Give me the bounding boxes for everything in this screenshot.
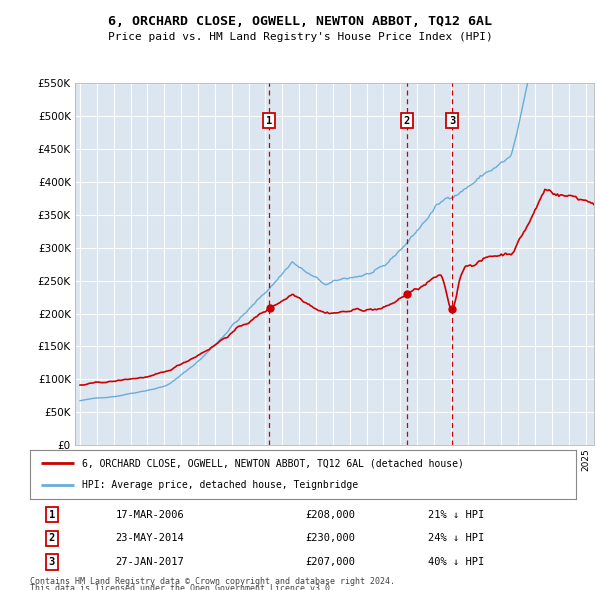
Text: 3: 3 [449,116,455,126]
Text: 2: 2 [49,533,55,543]
Text: 27-JAN-2017: 27-JAN-2017 [116,557,184,567]
Text: 23-MAY-2014: 23-MAY-2014 [116,533,184,543]
Text: Price paid vs. HM Land Registry's House Price Index (HPI): Price paid vs. HM Land Registry's House … [107,32,493,42]
Text: 3: 3 [49,557,55,567]
Text: 24% ↓ HPI: 24% ↓ HPI [428,533,484,543]
Text: 1: 1 [49,510,55,520]
Text: £208,000: £208,000 [305,510,355,520]
Text: 6, ORCHARD CLOSE, OGWELL, NEWTON ABBOT, TQ12 6AL (detached house): 6, ORCHARD CLOSE, OGWELL, NEWTON ABBOT, … [82,458,464,468]
Text: 1: 1 [266,116,272,126]
Text: 21% ↓ HPI: 21% ↓ HPI [428,510,484,520]
Text: 6, ORCHARD CLOSE, OGWELL, NEWTON ABBOT, TQ12 6AL: 6, ORCHARD CLOSE, OGWELL, NEWTON ABBOT, … [108,15,492,28]
Text: 2: 2 [404,116,410,126]
Text: This data is licensed under the Open Government Licence v3.0.: This data is licensed under the Open Gov… [30,584,335,590]
Text: 40% ↓ HPI: 40% ↓ HPI [428,557,484,567]
Text: £207,000: £207,000 [305,557,355,567]
Text: Contains HM Land Registry data © Crown copyright and database right 2024.: Contains HM Land Registry data © Crown c… [30,577,395,586]
Text: £230,000: £230,000 [305,533,355,543]
Text: HPI: Average price, detached house, Teignbridge: HPI: Average price, detached house, Teig… [82,480,358,490]
Text: 17-MAR-2006: 17-MAR-2006 [116,510,184,520]
